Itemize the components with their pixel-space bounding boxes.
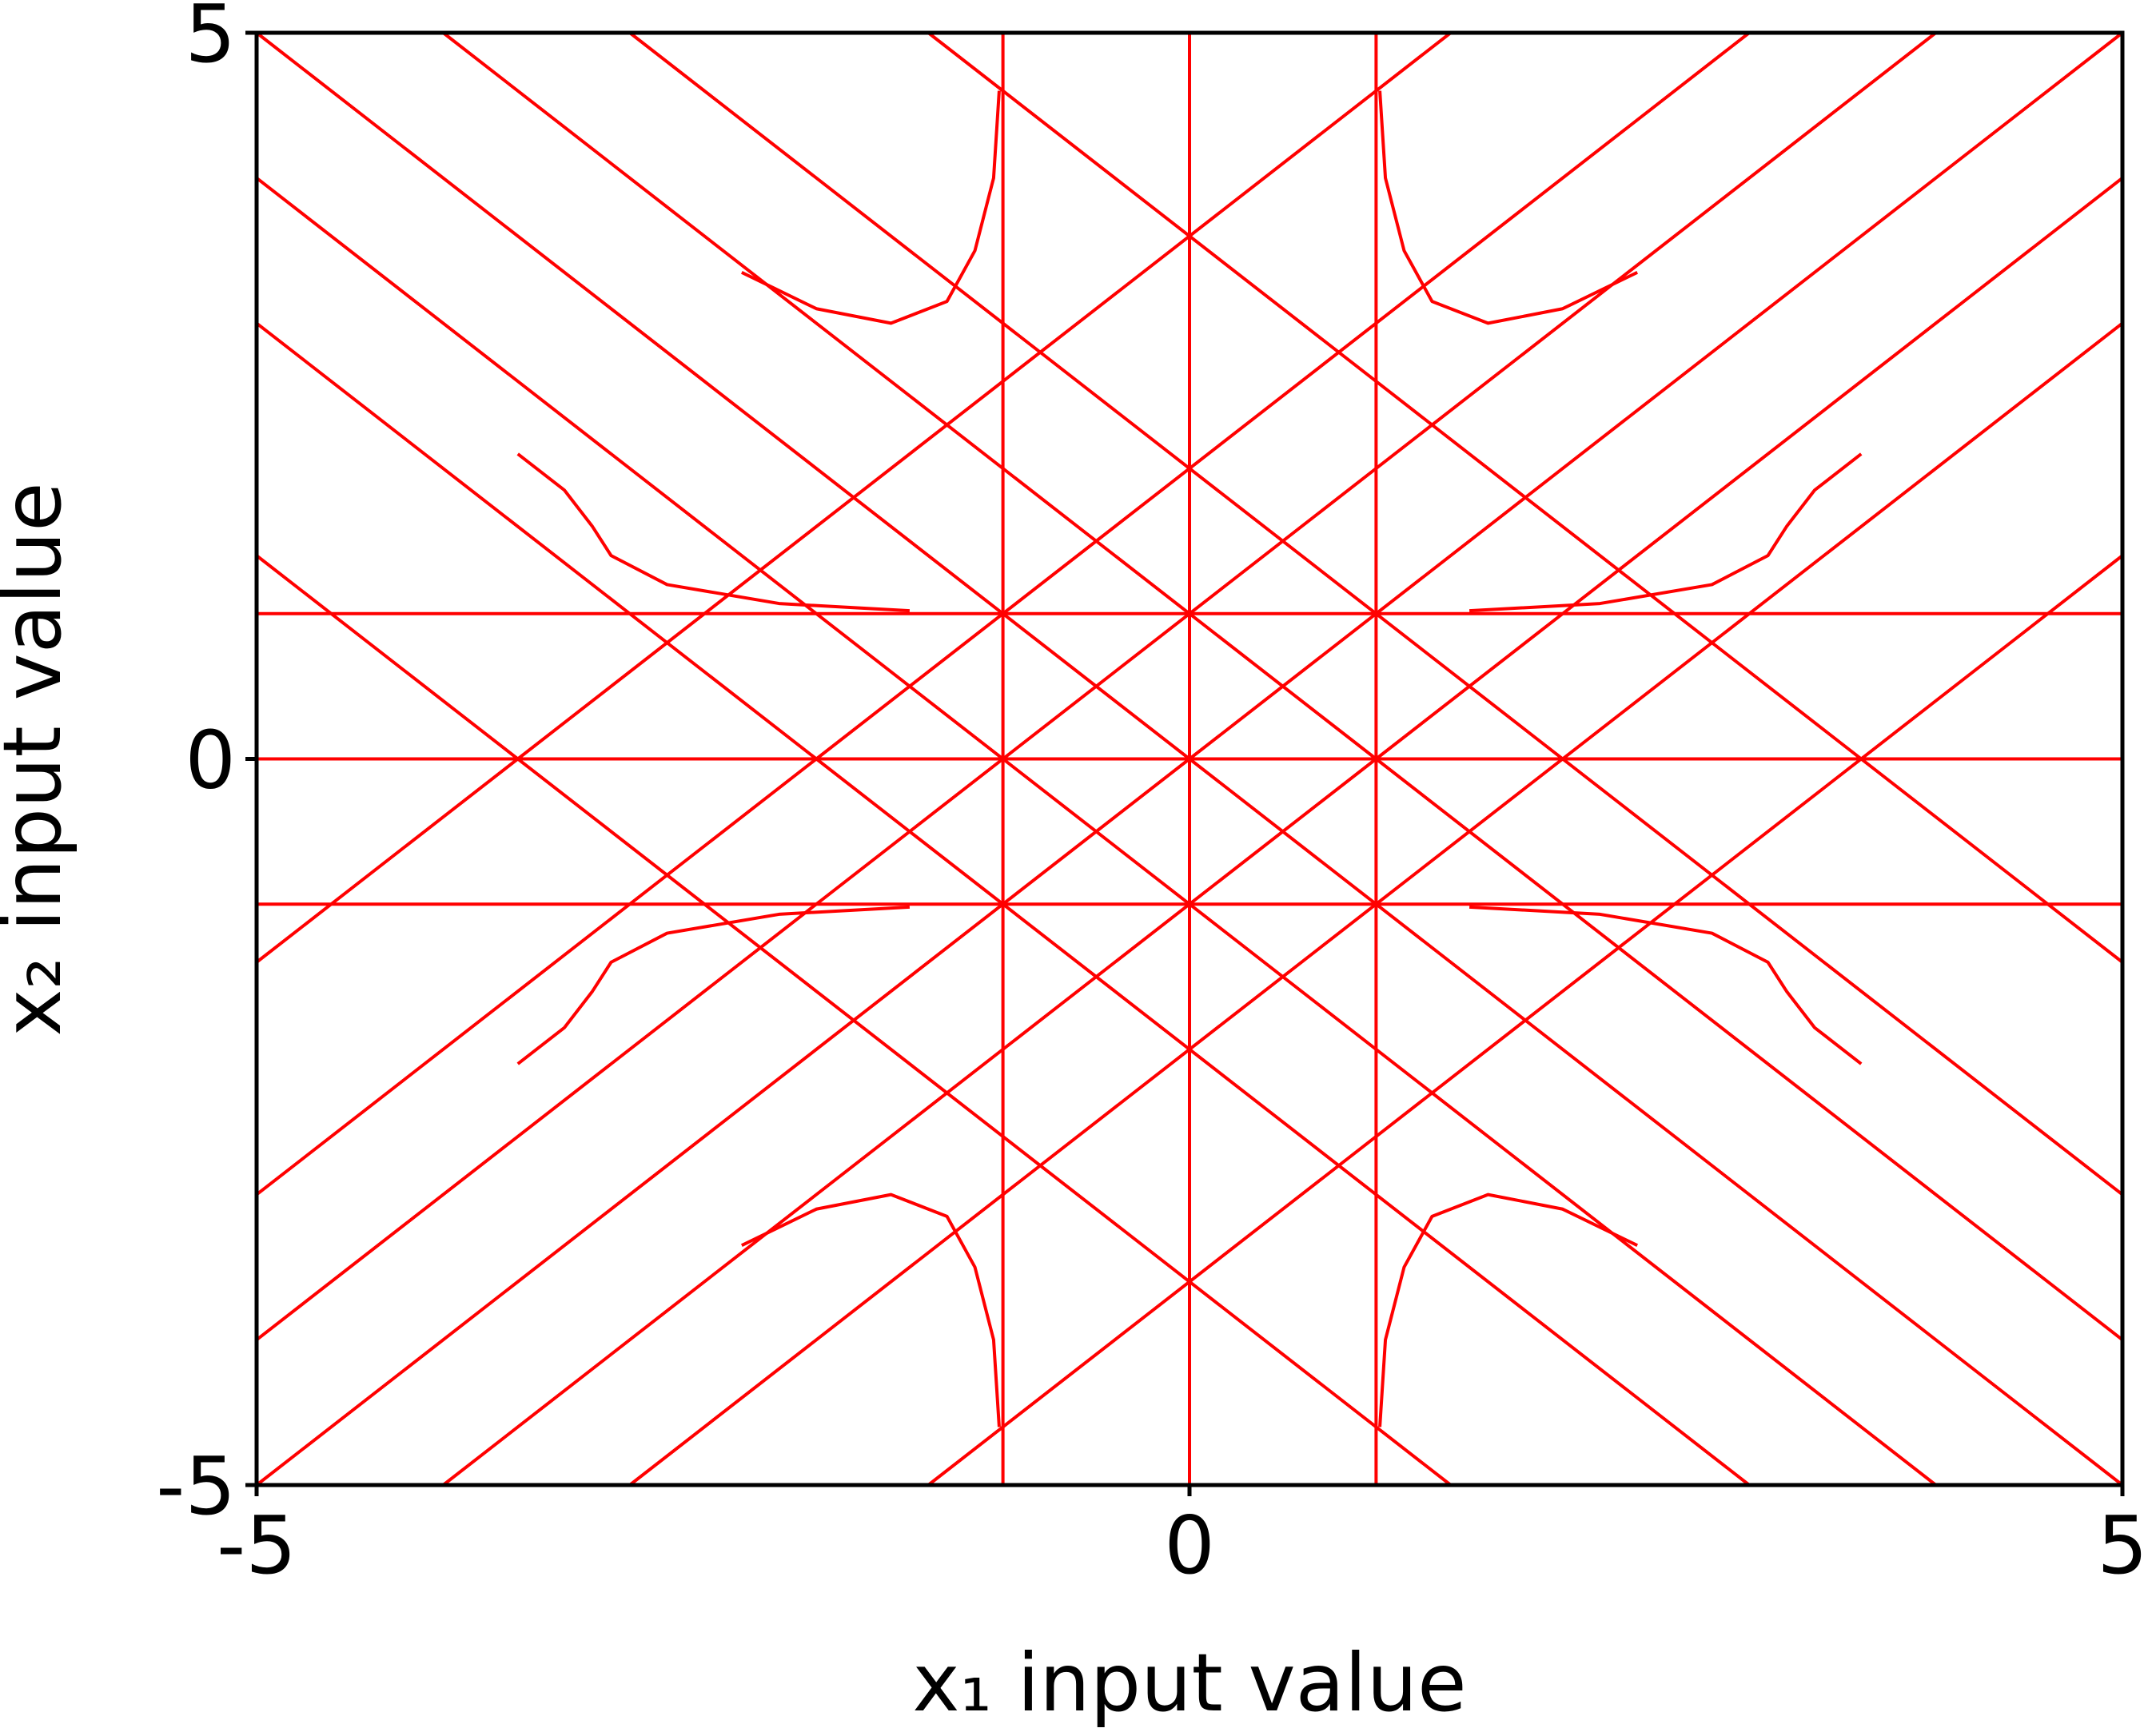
curve: [442, 31, 2124, 1341]
curve: [1378, 90, 1639, 325]
y-tick-label: 0: [185, 714, 236, 807]
x-axis-label: x₁ input value: [912, 1636, 1466, 1730]
curve: [255, 554, 1452, 1487]
y-axis-label: x₂ input value: [0, 482, 79, 1036]
curve: [628, 31, 2124, 1196]
curve: [740, 90, 1001, 325]
curve: [1469, 905, 1863, 1065]
y-tick-label: 5: [185, 0, 236, 81]
curve: [516, 905, 911, 1065]
curve: [255, 177, 1937, 1487]
curve: [255, 321, 1751, 1487]
x-tick-label: 0: [1164, 1499, 1215, 1592]
curve: [255, 31, 2124, 1487]
curve: [516, 452, 911, 613]
curve: [740, 1193, 1001, 1427]
curve: [1378, 1193, 1639, 1427]
x-tick-label: 5: [2097, 1499, 2144, 1592]
y-tick-label: -5: [156, 1439, 236, 1533]
curve: [1469, 452, 1863, 613]
x-tick-label: -5: [217, 1499, 297, 1592]
curve: [927, 31, 2124, 964]
